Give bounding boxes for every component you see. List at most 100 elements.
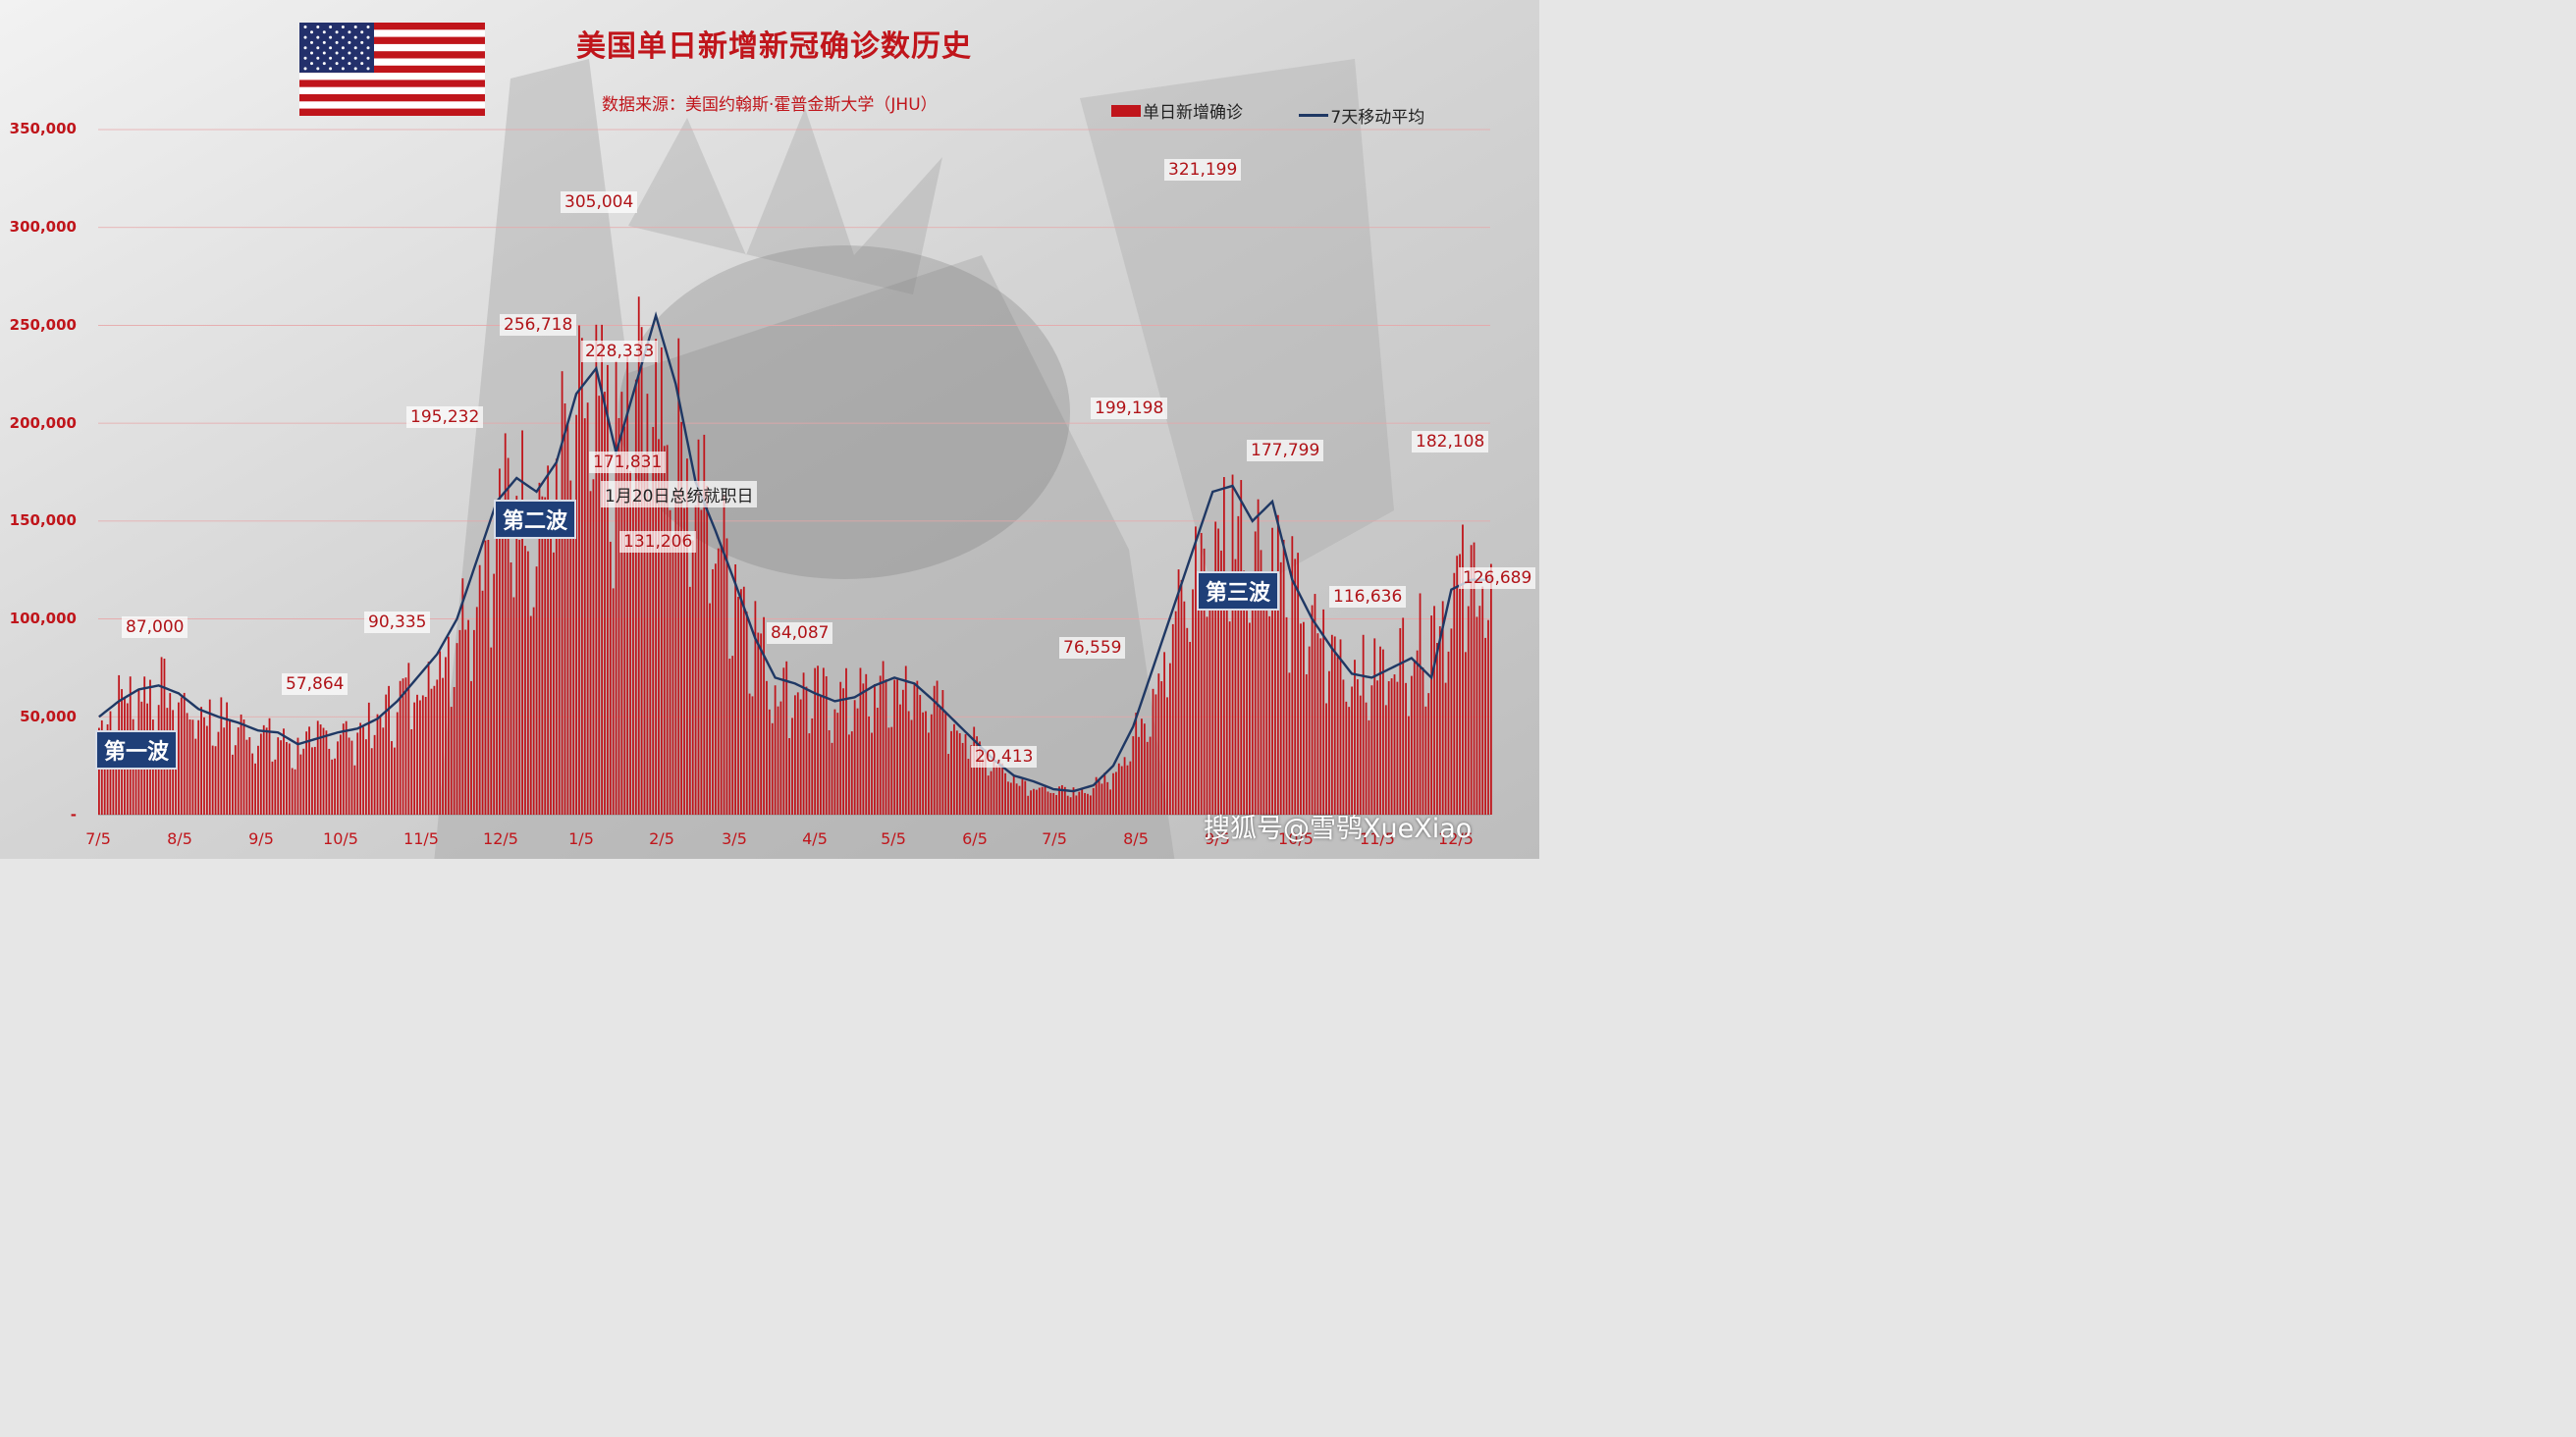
x-tick-label: 8/5 <box>167 829 192 848</box>
bar <box>1470 545 1473 815</box>
x-tick-label: 9/5 <box>1205 829 1230 848</box>
flag-star <box>303 35 307 39</box>
bar <box>424 696 427 815</box>
bar <box>1430 615 1433 815</box>
bar <box>200 707 202 815</box>
bar <box>251 753 254 815</box>
bar <box>518 539 521 815</box>
flag-star <box>353 26 357 28</box>
bar <box>391 741 393 815</box>
flag-star <box>335 51 339 55</box>
bar <box>1183 601 1186 815</box>
bar <box>450 707 453 815</box>
x-tick-label: 11/5 <box>1360 829 1395 848</box>
bar <box>1061 784 1063 815</box>
bar <box>217 731 220 815</box>
x-tick-label: 7/5 <box>85 829 111 848</box>
flag-star <box>322 40 326 44</box>
bar <box>1254 531 1257 815</box>
bar <box>1333 636 1336 815</box>
bar <box>555 458 558 815</box>
bar <box>1038 787 1041 815</box>
bar <box>820 696 822 815</box>
bar <box>882 661 885 815</box>
bar <box>629 470 631 815</box>
bar <box>183 692 186 815</box>
bar <box>1427 693 1430 815</box>
bar <box>308 726 310 815</box>
bar <box>220 697 223 815</box>
data-label: 90,335 <box>364 612 431 633</box>
data-label: 57,864 <box>282 673 349 695</box>
bar <box>691 540 694 815</box>
bar <box>286 741 288 815</box>
bar <box>680 421 683 815</box>
x-tick-label: 7/5 <box>1042 829 1067 848</box>
bar <box>1279 561 1282 815</box>
bar <box>580 338 583 815</box>
bar <box>541 496 544 815</box>
flag-star <box>360 62 364 66</box>
bar <box>1490 563 1492 815</box>
bar <box>472 629 475 815</box>
bar <box>666 445 669 815</box>
data-label: 195,232 <box>406 406 484 428</box>
bar <box>1249 622 1251 815</box>
bar <box>1228 621 1231 815</box>
bar <box>1422 666 1424 815</box>
bar <box>1408 716 1410 815</box>
bar <box>859 667 862 815</box>
bar <box>1481 586 1484 815</box>
bar <box>970 745 973 815</box>
bar <box>982 758 984 815</box>
bar <box>1098 778 1100 815</box>
bar <box>831 742 833 815</box>
bar <box>1410 675 1413 815</box>
bar <box>388 685 390 815</box>
bar <box>808 733 811 815</box>
bar <box>694 505 697 815</box>
bar <box>1192 589 1194 815</box>
bar <box>987 775 990 815</box>
bar <box>1046 791 1049 815</box>
bar <box>1066 795 1069 815</box>
bar <box>515 496 518 815</box>
bar <box>928 732 930 815</box>
bar <box>353 765 356 815</box>
flag-star <box>360 30 364 34</box>
flag-star <box>360 40 364 44</box>
bar <box>1328 670 1330 815</box>
flag-star <box>303 56 307 60</box>
bar <box>655 339 657 815</box>
bar <box>1356 679 1359 815</box>
bar <box>876 708 879 815</box>
bar <box>955 730 958 815</box>
bar <box>501 517 504 815</box>
bar <box>98 727 100 815</box>
bar <box>504 433 507 815</box>
bar <box>558 501 561 815</box>
bar <box>669 509 671 815</box>
y-tick-label: 350,000 <box>9 120 77 137</box>
bar <box>1234 559 1237 815</box>
bar <box>717 548 720 815</box>
flag-star <box>353 56 357 60</box>
bar <box>1189 641 1192 815</box>
bar <box>1271 527 1273 815</box>
bar <box>833 709 836 815</box>
bar <box>865 673 868 815</box>
bar <box>1322 609 1325 815</box>
bar <box>899 704 901 815</box>
bar <box>967 759 970 815</box>
wave-label-first: 第一波 <box>95 730 179 770</box>
bar <box>856 708 859 815</box>
bar <box>766 680 768 815</box>
bar <box>493 573 496 815</box>
x-tick-label: 10/5 <box>1278 829 1314 848</box>
bar <box>1160 681 1163 815</box>
data-label: 228,333 <box>581 341 659 362</box>
bar <box>1115 772 1117 815</box>
bar <box>1450 628 1453 815</box>
bar <box>737 597 739 815</box>
bar <box>607 364 609 815</box>
